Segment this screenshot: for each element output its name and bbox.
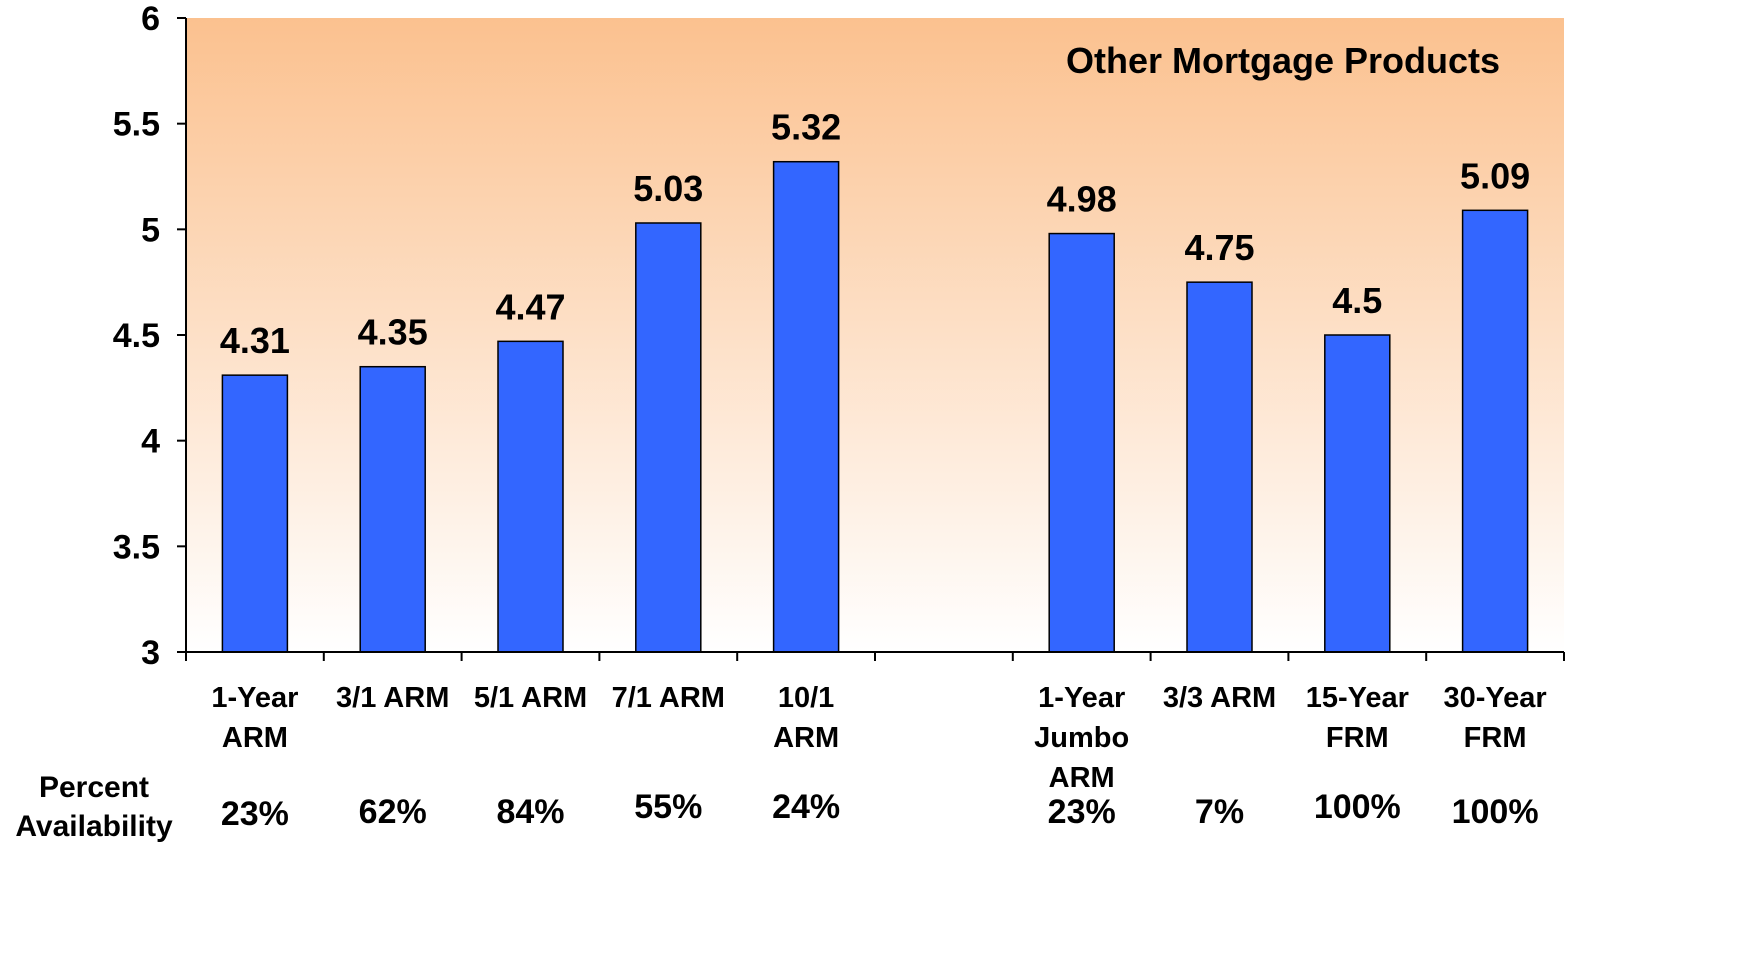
availability-label: 84% bbox=[496, 793, 564, 831]
y-tick-label: 4.5 bbox=[113, 317, 160, 355]
data-label: 4.35 bbox=[358, 312, 428, 353]
x-tick-label: 10/1 bbox=[778, 682, 834, 714]
x-tick-label: Jumbo bbox=[1034, 722, 1129, 754]
bar bbox=[497, 340, 564, 653]
bar bbox=[1048, 232, 1115, 653]
data-label: 4.98 bbox=[1047, 179, 1117, 220]
y-tick-label: 4 bbox=[141, 423, 160, 461]
panel-title: Other Mortgage Products bbox=[1066, 40, 1500, 81]
x-tick-label: 1-Year bbox=[1038, 682, 1125, 714]
x-tick-label: FRM bbox=[1326, 722, 1389, 754]
availability-label: 7% bbox=[1195, 793, 1244, 831]
availability-label: 23% bbox=[221, 795, 289, 833]
availability-label: 23% bbox=[1048, 793, 1116, 831]
availability-label: 55% bbox=[634, 788, 702, 826]
x-tick-label: 3/3 ARM bbox=[1163, 682, 1276, 714]
x-tick-label: 30-Year bbox=[1443, 682, 1546, 714]
bar bbox=[1186, 281, 1253, 653]
bar bbox=[1461, 209, 1529, 653]
bar bbox=[772, 160, 840, 653]
bar bbox=[221, 374, 289, 653]
data-label: 4.5 bbox=[1332, 280, 1382, 321]
availability-row-label: Availability bbox=[15, 810, 173, 843]
x-tick-label: ARM bbox=[773, 722, 839, 754]
y-tick-label: 5 bbox=[141, 211, 160, 249]
bar bbox=[1324, 334, 1391, 653]
y-tick-label: 6 bbox=[141, 0, 160, 38]
y-tick-label: 3 bbox=[141, 634, 160, 672]
bar bbox=[359, 365, 426, 653]
x-tick-label: 15-Year bbox=[1306, 682, 1409, 714]
availability-label: 24% bbox=[772, 788, 840, 826]
x-tick-label: 3/1 ARM bbox=[336, 682, 449, 714]
y-tick-label: 5.5 bbox=[113, 106, 160, 144]
x-tick-label: FRM bbox=[1464, 722, 1527, 754]
x-tick-label: 7/1 ARM bbox=[612, 682, 725, 714]
availability-label: 100% bbox=[1452, 793, 1539, 831]
bar bbox=[635, 222, 702, 653]
y-tick-label: 3.5 bbox=[113, 528, 160, 566]
data-label: 5.03 bbox=[633, 168, 703, 209]
x-tick-label: ARM bbox=[1049, 762, 1115, 794]
availability-label: 100% bbox=[1314, 788, 1401, 826]
x-tick-label: 1-Year bbox=[211, 682, 298, 714]
data-label: 4.31 bbox=[220, 320, 290, 361]
data-label: 5.09 bbox=[1460, 155, 1530, 196]
data-label: 4.75 bbox=[1184, 227, 1254, 268]
availability-row-label: Percent bbox=[39, 771, 149, 804]
data-label: 4.47 bbox=[495, 286, 565, 327]
data-label: 5.32 bbox=[771, 107, 841, 148]
x-tick-label: ARM bbox=[222, 722, 288, 754]
availability-label: 62% bbox=[359, 793, 427, 831]
x-tick-label: 5/1 ARM bbox=[474, 682, 587, 714]
